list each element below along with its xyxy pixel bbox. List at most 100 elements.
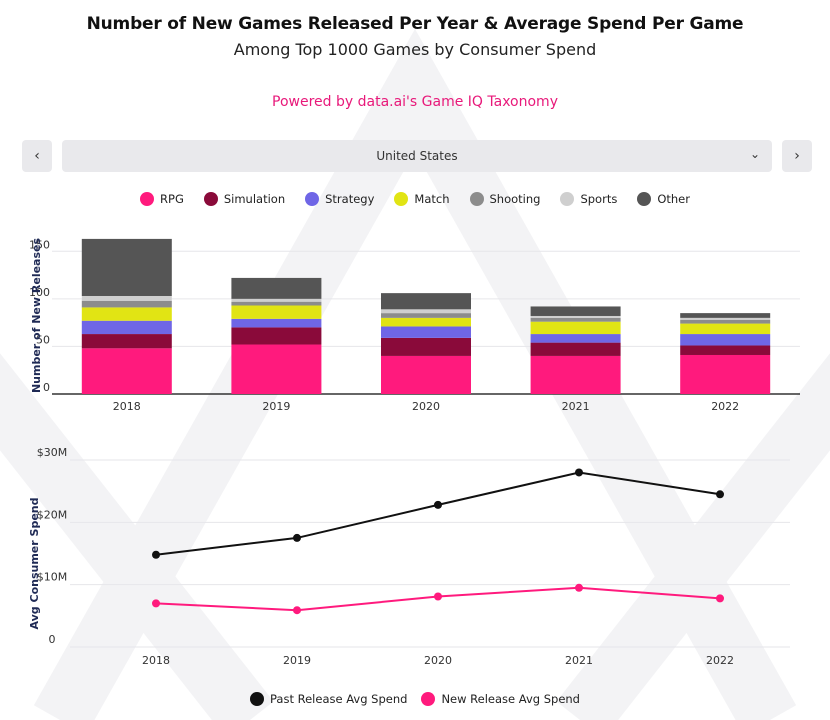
country-select[interactable]: United States ⌄ [62, 140, 772, 172]
y-tick-label: 150 [29, 238, 50, 251]
point-past-release-avg-spend-2018 [152, 550, 160, 559]
x-tick-label: 2020 [424, 654, 452, 667]
line-past-release-avg-spend [155, 471, 721, 556]
legend-label: New Release Avg Spend [441, 692, 580, 706]
bar-sports-2022 [680, 317, 771, 320]
bar-simulation-2022 [680, 345, 771, 355]
x-tick-label: 2020 [412, 400, 440, 413]
legend-label: Simulation [223, 192, 286, 206]
y-axis-label: Number of New Releases [30, 238, 43, 394]
x-tick-label: 2022 [711, 400, 739, 413]
legend-item-shooting[interactable]: Shooting [469, 192, 541, 206]
bar-shooting-2021 [530, 317, 621, 322]
y-tick-label: $30M [37, 446, 68, 459]
legend-label: RPG [160, 192, 184, 206]
legend-label: Sports [580, 192, 618, 206]
legend-label: Strategy [325, 192, 375, 206]
bar-simulation-2020 [381, 337, 471, 356]
bar-sports-2018 [81, 295, 172, 301]
legend-item-sports[interactable]: Sports [560, 192, 617, 206]
point-past-release-avg-spend-2020 [434, 500, 442, 509]
prev-button[interactable]: ‹ [22, 140, 52, 172]
x-tick-label: 2018 [142, 654, 170, 667]
bar-sports-2021 [530, 315, 621, 318]
chart-title: Number of New Games Released Per Year & … [86, 14, 744, 34]
legend-swatch [203, 192, 218, 206]
chevron-right-icon: › [794, 148, 800, 164]
bar-rpg-2018 [81, 348, 172, 394]
bar-strategy-2021 [530, 334, 621, 343]
chart-subtitle: Among Top 1000 Games by Consumer Spend [233, 40, 597, 59]
next-button[interactable]: › [782, 140, 812, 172]
legend-swatch [421, 692, 436, 706]
bar-match-2020 [381, 317, 471, 327]
bar-chart-legend: RPG Simulation Strategy Match Shooting Sports… [0, 192, 830, 206]
bar-shooting-2019 [231, 301, 322, 306]
point-past-release-avg-spend-2022 [716, 490, 724, 499]
chevron-left-icon: ‹ [34, 148, 40, 164]
x-tick-label: 2019 [283, 654, 311, 667]
y-tick-label: 100 [29, 286, 50, 299]
x-tick-label: 2021 [565, 654, 593, 667]
bar-other-2022 [680, 313, 771, 318]
legend-item-rpg[interactable]: RPG [140, 192, 184, 206]
legend-swatch [394, 192, 409, 206]
x-tick-label: 2018 [113, 400, 141, 413]
bar-match-2019 [231, 305, 322, 319]
legend-item-past-release-avg-spend[interactable]: Past Release Avg Spend [250, 692, 407, 706]
x-tick-label: 2019 [262, 400, 290, 413]
bar-other-2019 [231, 277, 322, 299]
bar-rpg-2020 [381, 355, 471, 394]
legend-item-strategy[interactable]: Strategy [305, 192, 374, 206]
legend-item-simulation[interactable]: Simulation [203, 192, 286, 206]
point-past-release-avg-spend-2021 [575, 468, 583, 477]
line-chart-legend: Past Release Avg Spend New Release Avg Sp… [0, 692, 830, 706]
bar-simulation-2021 [530, 342, 621, 356]
bar-other-2020 [381, 293, 471, 310]
legend-swatch [469, 192, 484, 206]
legend-label: Other [657, 192, 690, 206]
y-tick-label: 50 [36, 333, 50, 346]
y-tick-label: $20M [37, 508, 68, 521]
legend-swatch [140, 192, 155, 206]
point-new-release-avg-spend-2019 [293, 606, 301, 615]
x-tick-label: 2021 [562, 400, 590, 413]
point-new-release-avg-spend-2020 [434, 592, 442, 601]
bar-simulation-2019 [231, 327, 322, 345]
legend-swatch [250, 692, 264, 706]
bar-shooting-2022 [680, 319, 771, 324]
bar-strategy-2022 [680, 334, 771, 346]
bar-rpg-2022 [680, 354, 771, 394]
legend-swatch [637, 192, 652, 206]
bar-strategy-2020 [381, 326, 471, 338]
bar-shooting-2018 [81, 300, 172, 308]
legend-item-new-release-avg-spend[interactable]: New Release Avg Spend [421, 692, 580, 706]
bar-rpg-2021 [530, 355, 621, 394]
bar-match-2018 [81, 307, 172, 321]
powered-by-link[interactable]: Powered by data.ai's Game IQ Taxonomy [272, 94, 558, 110]
legend-item-match[interactable]: Match [394, 192, 450, 206]
bar-strategy-2018 [81, 320, 172, 335]
legend-label: Shooting [489, 192, 541, 206]
x-tick-label: 2022 [706, 654, 734, 667]
legend-label: Match [414, 192, 450, 206]
point-past-release-avg-spend-2019 [293, 533, 301, 542]
bar-match-2021 [530, 321, 621, 335]
legend-swatch [560, 192, 575, 206]
legend-label: Past Release Avg Spend [270, 692, 408, 706]
bar-sports-2020 [381, 309, 471, 314]
legend-item-other[interactable]: Other [637, 192, 690, 206]
bar-strategy-2019 [231, 318, 322, 328]
legend-swatch [305, 192, 320, 206]
bar-sports-2019 [231, 298, 322, 302]
country-select-value: United States [376, 149, 458, 163]
point-new-release-avg-spend-2022 [716, 594, 724, 603]
point-new-release-avg-spend-2021 [575, 583, 583, 592]
bar-shooting-2020 [381, 313, 471, 318]
y-tick-label: 0 [43, 381, 50, 394]
y-tick-label: $10M [37, 571, 68, 584]
line-chart: 0 $10M $20M $30M Avg Consumer Spend 2018 2019 2… [28, 446, 790, 667]
point-new-release-avg-spend-2018 [152, 599, 160, 608]
y-tick-label: 0 [49, 633, 56, 646]
